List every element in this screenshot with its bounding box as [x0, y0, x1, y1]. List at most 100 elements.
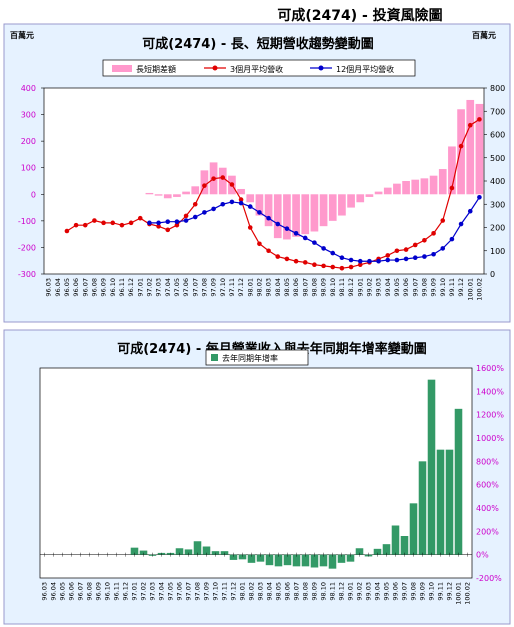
- left-tick-label: 100: [21, 164, 36, 173]
- x-tick-label: 99.07: [411, 278, 419, 297]
- ma12-point: [302, 235, 308, 241]
- x-tick-label: 98.01: [246, 278, 254, 297]
- x-tick-label: 99.02: [356, 582, 364, 601]
- yoy-bar: [337, 554, 346, 563]
- yoy-chart: 可成(2474) - 每月營業收入與去年同期年增率變動圖 去年同期年增率 160…: [3, 329, 511, 625]
- legend-label-yoy: 去年同期年增率: [222, 353, 278, 363]
- ma12-point: [211, 206, 216, 212]
- x-tick-label: 100.02: [475, 278, 483, 301]
- diff-bar: [218, 167, 227, 195]
- ma3-point: [312, 262, 317, 268]
- x-tick-label: 99.11: [448, 278, 456, 297]
- x-tick-label: 96.11: [118, 278, 126, 297]
- yoy-legend: 去年同期年增率: [205, 349, 309, 366]
- x-tick-label: 97.01: [131, 582, 139, 601]
- legend-label-ma3: 3個月平均營收: [230, 64, 283, 74]
- x-tick-label: 96.07: [77, 582, 85, 601]
- x-tick-label: 97.12: [237, 278, 245, 297]
- x-tick-label: 99.07: [401, 582, 409, 601]
- yoy-bar: [139, 550, 148, 555]
- right-tick-label: 100: [490, 247, 505, 256]
- legend-swatch-diff: [112, 65, 132, 72]
- x-tick-label: 96.10: [104, 582, 112, 601]
- diff-bar: [310, 194, 319, 232]
- y-tick-label: 800%: [476, 457, 499, 466]
- ma3-point: [330, 264, 336, 270]
- ma3-line: [66, 118, 480, 269]
- x-tick-label: 100.02: [464, 582, 472, 605]
- diff-bar: [466, 99, 475, 195]
- diff-bar: [402, 181, 410, 195]
- x-tick-label: 96.03: [41, 582, 49, 601]
- diff-bar: [292, 194, 300, 237]
- ma12-point: [293, 231, 299, 236]
- ma12-point: [394, 257, 400, 263]
- ma3-point: [73, 222, 79, 228]
- diff-bar: [283, 194, 291, 240]
- yoy-bar: [391, 525, 400, 555]
- x-tick-label: 96.05: [59, 582, 67, 601]
- x-tick-label: 99.01: [356, 278, 364, 297]
- legend-swatch-yoy: [211, 354, 218, 361]
- yoy-bar: [265, 554, 274, 566]
- x-tick-label: 97.09: [203, 582, 211, 601]
- x-tick-label: 98.05: [283, 278, 291, 297]
- yoy-bar: [328, 554, 337, 569]
- yoy-bar: [202, 546, 211, 555]
- trend-legend: 長短期差額 3個月平均營收 12個月平均營收: [102, 59, 416, 77]
- yoy-bar: [256, 554, 265, 562]
- ma3-point: [257, 241, 262, 247]
- trend-legend-box: [102, 59, 416, 77]
- right-tick-label: 800: [490, 84, 505, 93]
- ma12-point: [229, 199, 235, 205]
- x-tick-label: 97.01: [136, 278, 144, 297]
- ma12-point: [385, 257, 391, 263]
- ma3-point: [266, 248, 271, 254]
- right-unit-label: 百萬元: [472, 30, 496, 40]
- diff-bar: [182, 191, 190, 195]
- yoy-bar: [193, 541, 202, 555]
- x-tick-label: 97.05: [173, 278, 181, 297]
- diff-bar: [273, 194, 282, 239]
- ma3-point: [440, 218, 446, 223]
- x-tick-label: 97.10: [219, 278, 227, 297]
- x-tick-label: 98.04: [274, 278, 282, 297]
- ma12-point: [147, 220, 152, 226]
- right-tick-label: 400: [490, 177, 505, 186]
- diff-bar: [246, 194, 255, 203]
- ma12-point: [449, 236, 455, 242]
- yoy-bar: [319, 554, 328, 567]
- x-tick-label: 100.01: [455, 582, 463, 605]
- diff-bar: [319, 194, 328, 227]
- ma3-point: [275, 254, 281, 259]
- left-tick-label: 400: [21, 84, 36, 93]
- x-tick-label: 97.02: [145, 278, 153, 297]
- ma12-point: [348, 257, 354, 263]
- yoy-chart-title: 可成(2474) - 每月營業收入與去年同期年增率變動圖: [117, 341, 427, 357]
- yoy-bar: [436, 449, 445, 555]
- legend-label-ma12: 12個月平均營收: [336, 64, 394, 74]
- x-tick-label: 97.04: [164, 278, 172, 297]
- trend-chart: 可成(2474) - 長、短期營收趨勢變動圖 百萬元 百萬元 長短期差額 3個月…: [3, 23, 511, 323]
- yoy-bar: [418, 461, 427, 555]
- yoy-bar: [301, 554, 310, 567]
- x-tick-label: 99.02: [365, 278, 373, 297]
- x-tick-label: 97.08: [194, 582, 202, 601]
- x-tick-label: 98.03: [257, 582, 265, 601]
- left-tick-label: 0: [31, 190, 36, 199]
- diff-bar: [374, 191, 383, 195]
- x-tick-label: 96.11: [113, 582, 121, 601]
- ma3-point: [339, 265, 345, 271]
- x-tick-label: 98.12: [338, 582, 346, 601]
- yoy-bar: [454, 408, 463, 555]
- x-tick-label: 99.06: [402, 278, 410, 297]
- ma12-point: [266, 215, 271, 221]
- diff-bar: [429, 175, 438, 195]
- x-tick-label: 97.12: [230, 582, 238, 601]
- y-tick-label: 1000%: [476, 434, 504, 443]
- y-tick-label: 0%: [476, 551, 489, 560]
- yoy-legend-box: [205, 349, 309, 366]
- right-tick-label: 600: [490, 131, 505, 140]
- diff-bar: [420, 178, 429, 195]
- ma3-point: [92, 218, 97, 223]
